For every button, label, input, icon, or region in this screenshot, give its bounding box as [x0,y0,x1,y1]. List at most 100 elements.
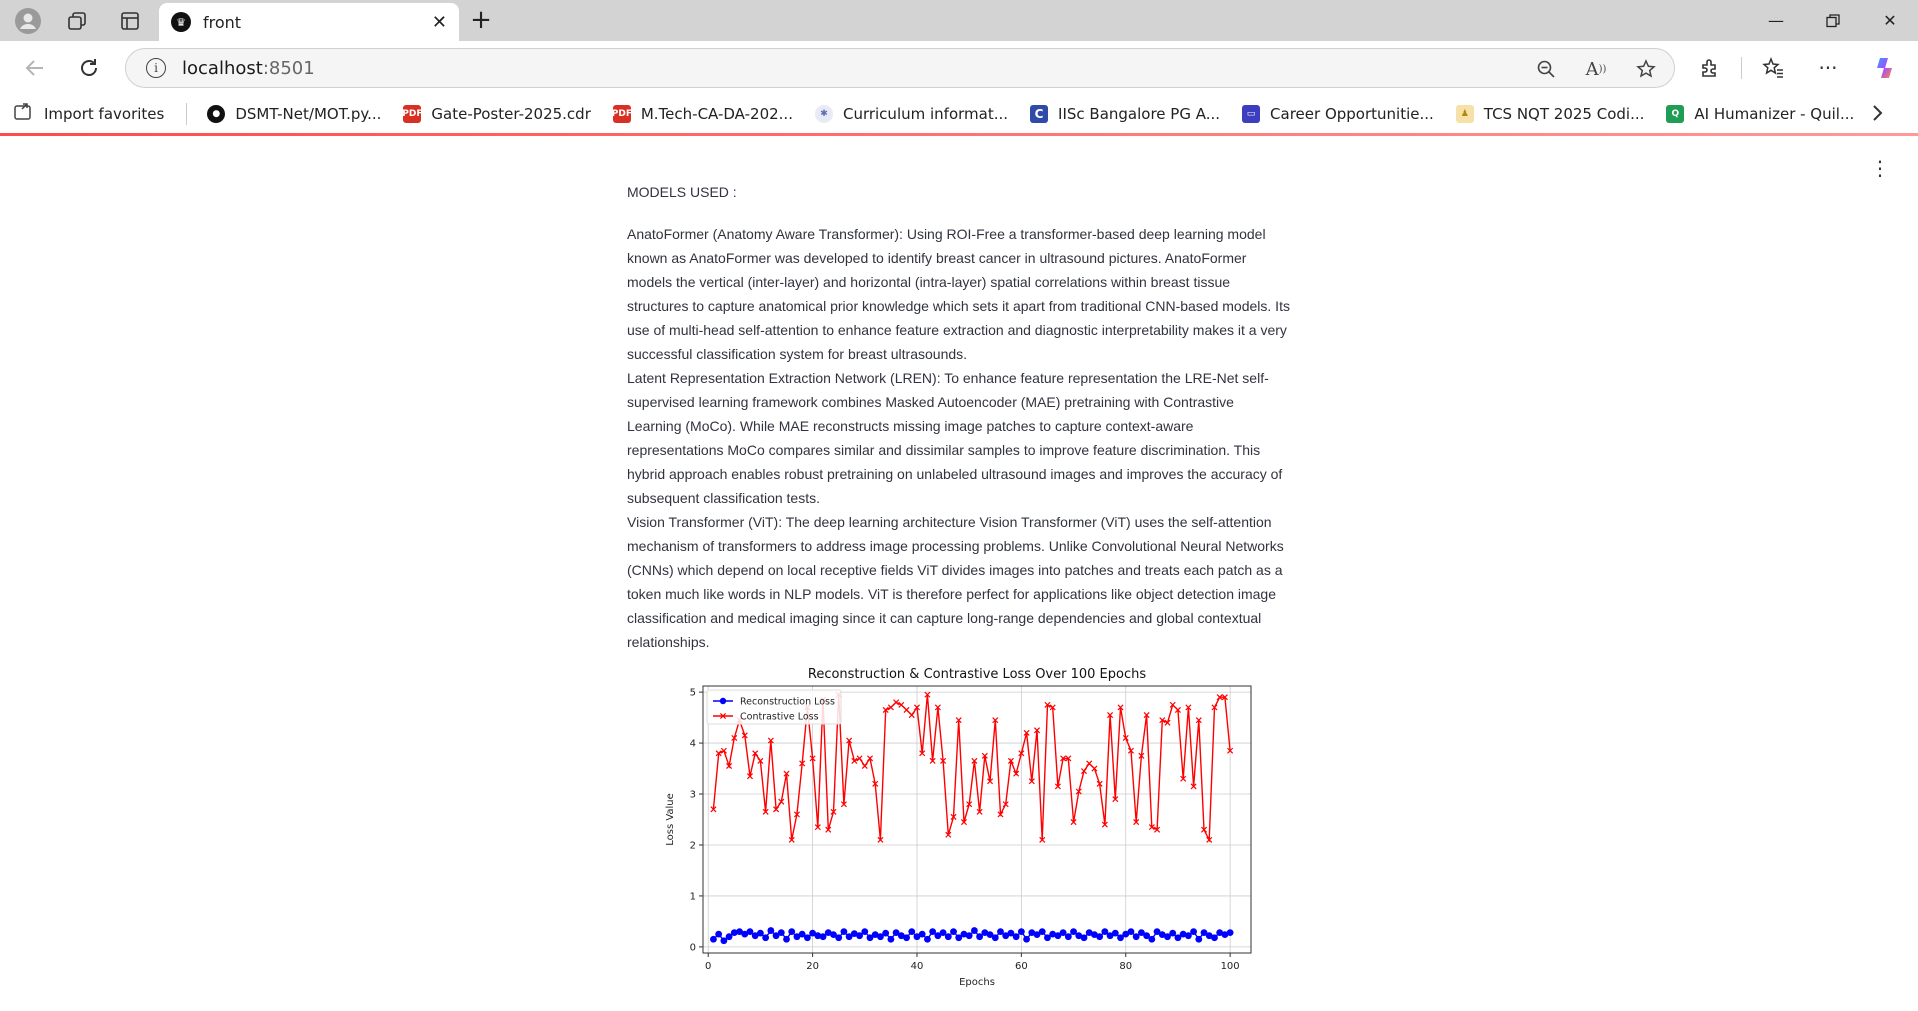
reconstruction-loss-point [944,933,952,941]
contrastive-loss-point [1049,704,1056,711]
reconstruction-loss-point [1017,928,1025,935]
contrastive-loss-point [1227,747,1234,754]
site-info-icon[interactable]: i [146,58,166,78]
more-menu-icon[interactable]: ··· [1818,56,1838,80]
contrastive-loss-point [1117,704,1124,711]
contrastive-loss-point [903,706,910,713]
reconstruction-loss-point [997,928,1004,935]
reconstruction-loss-point [1221,931,1229,939]
contrastive-loss-point [1143,712,1150,719]
contrastive-loss-point [997,811,1004,818]
reconstruction-loss-point [1122,930,1130,938]
contrastive-loss-point [1065,755,1072,762]
x-tick-label: 60 [1015,961,1028,972]
curriculum-icon: ✱ [814,105,833,123]
tab-title: front [203,12,242,32]
pdf-icon: PDF [612,105,632,123]
favorite-star-icon[interactable] [1632,55,1660,83]
app-content: ⋮ MODELS USED : AnatoFormer (Anatomy Awa… [0,136,1918,1007]
reconstruction-loss-point [1106,932,1114,940]
reconstruction-loss-point [866,934,874,942]
contrastive-loss-point [851,757,858,764]
github-icon: ● [207,105,226,123]
back-icon[interactable] [18,51,52,85]
reconstruction-loss-point [897,932,905,940]
bookmark-tcs-nqt[interactable]: ♟ TCS NQT 2025 Codi... [1455,105,1644,123]
contrastive-loss-point [720,747,727,754]
contrastive-loss-point [1211,704,1218,711]
vertical-tabs-icon[interactable] [115,6,145,36]
reconstruction-loss-point [751,932,759,940]
close-window-icon[interactable]: ✕ [1883,11,1897,30]
reconstruction-loss-point [1174,934,1182,942]
x-axis-label: Epochs [959,977,995,988]
bookmark-mtech-ca-da[interactable]: PDF M.Tech-CA-DA-202... [612,105,793,123]
zoom-out-icon[interactable] [1532,55,1560,83]
reconstruction-loss-point [746,928,754,935]
reconstruction-loss-point [1190,928,1197,935]
contrastive-loss-point [846,737,853,744]
minimize-icon[interactable]: — [1768,11,1784,30]
contrastive-loss-point [1159,717,1166,724]
c-letter-icon: C [1030,105,1049,123]
copilot-icon[interactable] [1868,51,1902,85]
contrastive-loss-point [866,755,874,762]
contrastive-loss-point [1138,752,1145,759]
bookmark-dsmt-net[interactable]: ● DSMT-Net/MOT.py... [207,105,381,123]
contrastive-loss-point [1206,836,1213,843]
restore-icon[interactable] [1805,0,1861,41]
reconstruction-loss-point [1002,932,1010,940]
reconstruction-loss-point [788,928,796,935]
reconstruction-loss-point [1059,929,1067,937]
x-tick-label: 40 [911,961,924,972]
read-aloud-icon[interactable]: A)) [1585,58,1607,80]
contrastive-loss-point [1180,775,1187,782]
contrastive-loss-point [1107,712,1114,719]
y-tick-label: 2 [690,840,696,851]
reconstruction-loss-point [803,934,811,942]
plot-frame [702,685,1252,954]
new-tab-icon[interactable]: + [470,5,492,35]
bookmark-label: Gate-Poster-2025.cdr [431,105,591,123]
x-tick-label: 80 [1119,961,1132,972]
contrastive-loss-point [856,755,863,762]
bookmark-curriculum[interactable]: ✱ Curriculum informat... [814,105,1008,123]
extensions-icon[interactable] [1693,51,1727,85]
bookmark-iisc[interactable]: C IISc Bangalore PG A... [1030,105,1220,123]
y-tick-label: 1 [690,891,696,902]
reconstruction-loss-point [991,934,999,942]
profile-icon[interactable] [13,6,43,36]
bookmark-ai-humanizer[interactable]: Q AI Humanizer - Quil... [1666,105,1854,123]
bookmark-gate-poster[interactable]: PDF Gate-Poster-2025.cdr [402,105,591,123]
reconstruction-loss-point [1007,929,1015,937]
reconstruction-loss-point [809,929,816,937]
reconstruction-loss-point [908,928,916,935]
active-tab[interactable]: ♛ front ✕ [159,3,459,41]
reconstruction-loss-point [1044,934,1051,942]
workspaces-icon[interactable] [62,6,92,36]
bookmark-career[interactable]: ▭ Career Opportunitie... [1242,105,1434,123]
streamlit-decoration-bar [0,133,1918,136]
chevron-right-icon[interactable] [1870,103,1884,127]
reconstruction-loss-point [767,927,775,934]
contrastive-loss-point [731,734,738,741]
reconstruction-loss-point [762,934,770,942]
reload-icon[interactable] [72,51,106,85]
contrastive-loss-point [971,757,978,764]
reconstruction-loss-point [736,928,743,935]
favorites-icon[interactable] [1756,51,1790,85]
legend-box [706,689,842,725]
bookmark-import-favorites[interactable]: Import favorites [14,103,164,125]
contrastive-loss-point [715,750,722,757]
reconstruction-loss-point [720,937,728,945]
contrastive-loss-point [987,778,994,785]
address-bar[interactable]: i localhost:8501 A)) [125,48,1675,88]
contrastive-loss-point [814,824,821,831]
close-tab-icon[interactable]: ✕ [431,11,447,33]
app-menu-icon[interactable]: ⋮ [1870,156,1890,180]
url-text[interactable]: localhost:8501 [182,58,315,79]
contrastive-loss-point [934,704,941,711]
reconstruction-loss-point [1158,931,1166,939]
contrastive-loss-point [955,717,962,724]
reconstruction-loss-point [845,933,853,941]
